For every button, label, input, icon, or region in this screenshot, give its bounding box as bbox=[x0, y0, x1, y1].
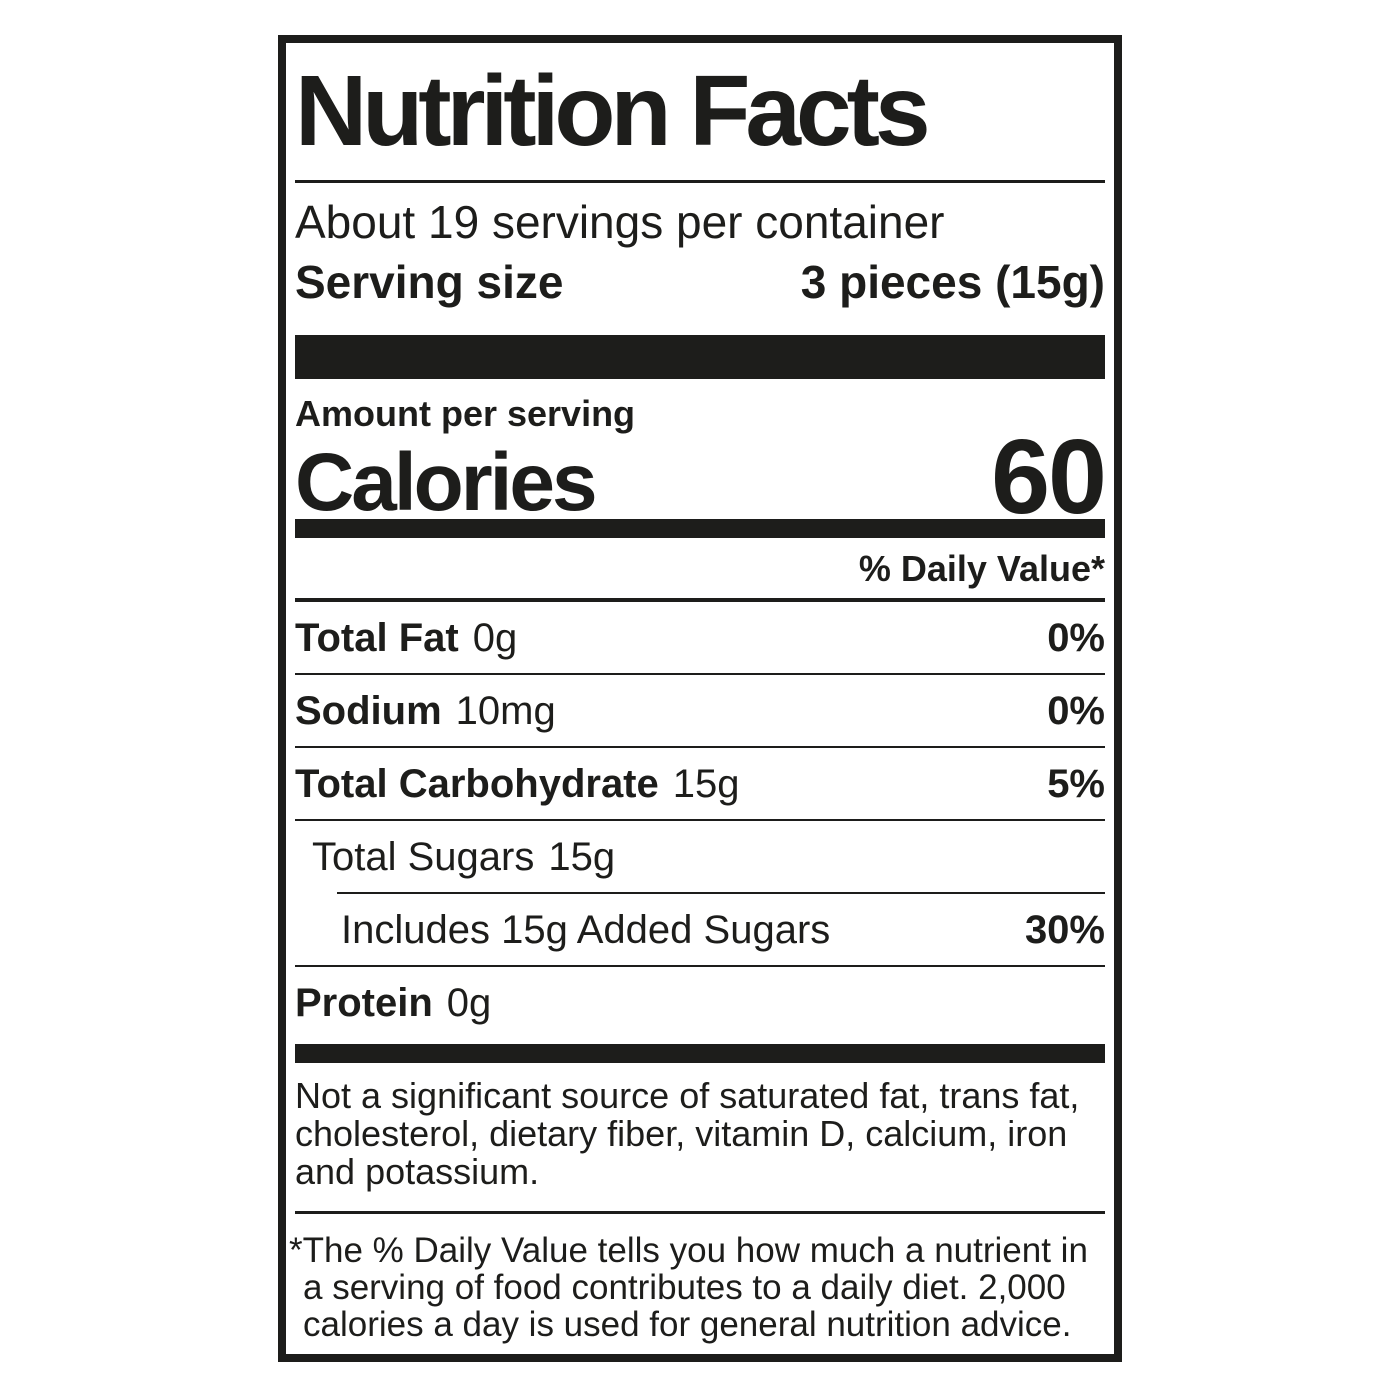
thick-divider bbox=[295, 335, 1105, 379]
nutrient-amount: 15g bbox=[548, 835, 616, 879]
nutrient-daily-value: 0% bbox=[1047, 689, 1105, 733]
servings-per-container: About 19 servings per container bbox=[295, 196, 945, 248]
medium-divider-bottom bbox=[295, 1044, 1105, 1063]
amount-per-serving-label: Amount per serving bbox=[295, 393, 636, 434]
nutrient-name: Total Fat bbox=[295, 616, 459, 660]
nutrition-facts-panel: Nutrition Facts About 19 servings per co… bbox=[278, 35, 1122, 1362]
nutrient-row-total-carbohydrate: Total Carbohydrate 15g 5% bbox=[295, 748, 1105, 821]
footnote-divider bbox=[295, 1211, 1105, 1214]
nutrient-name: Total Sugars bbox=[312, 835, 535, 879]
nutrient-name: Protein bbox=[295, 981, 433, 1025]
medium-divider bbox=[295, 519, 1105, 538]
nutrient-daily-value: 0% bbox=[1047, 616, 1105, 660]
nutrient-row-sodium: Sodium 10mg 0% bbox=[295, 675, 1105, 748]
daily-value-header: % Daily Value* bbox=[858, 548, 1105, 589]
nutrient-row-added-sugars: Includes 15g Added Sugars 30% bbox=[295, 894, 1105, 967]
panel-title: Nutrition Facts bbox=[295, 55, 931, 167]
indented-divider bbox=[337, 892, 1105, 894]
title-divider bbox=[295, 180, 1105, 183]
nutrient-row-protein: Protein 0g bbox=[295, 967, 1105, 1038]
nutrient-name: Includes 15g Added Sugars bbox=[341, 908, 831, 952]
not-significant-source-text: Not a significant source of saturated fa… bbox=[295, 1075, 1080, 1192]
nutrient-amount: 0g bbox=[446, 981, 492, 1025]
nutrient-name: Sodium bbox=[295, 689, 442, 733]
nutrient-row-total-sugars: Total Sugars 15g bbox=[295, 821, 1105, 892]
nutrient-amount: 10mg bbox=[455, 689, 556, 733]
nutrient-daily-value: 30% bbox=[1024, 908, 1105, 952]
calories-value: 60 bbox=[991, 418, 1107, 536]
serving-size-value: 3 pieces (15g) bbox=[800, 256, 1105, 308]
daily-value-footnote: *The % Daily Value tells you how much a … bbox=[289, 1231, 1088, 1344]
nutrient-daily-value: 5% bbox=[1047, 762, 1105, 806]
serving-size-row: Serving size 3 pieces (15g) bbox=[295, 253, 1105, 323]
calories-row: Calories 60 bbox=[295, 418, 1107, 536]
nutrient-row-total-fat: Total Fat 0g 0% bbox=[295, 602, 1105, 675]
nutrient-amount: 0g bbox=[472, 616, 518, 660]
header-divider bbox=[295, 598, 1105, 602]
nutrient-amount: 15g bbox=[672, 762, 740, 806]
calories-label: Calories bbox=[295, 437, 598, 528]
nutrient-name: Total Carbohydrate bbox=[295, 762, 659, 806]
serving-size-label: Serving size bbox=[295, 256, 564, 308]
